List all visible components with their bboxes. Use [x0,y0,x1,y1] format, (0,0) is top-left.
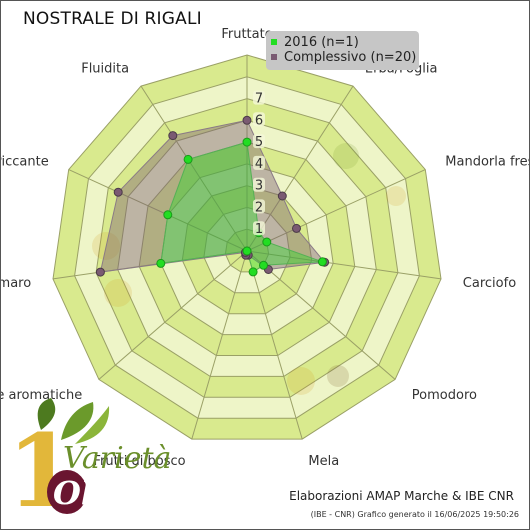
grid-spoke-5 [246,250,303,440]
series-1-point-2 [292,223,301,233]
tick-label-7: 7 [255,92,263,107]
axis-label-3: Carciofo [463,276,516,291]
series-0-point-3 [317,257,327,267]
tick-label-1: 1 [255,222,263,237]
series-0-point-8 [156,258,166,268]
axis-label-8: Amaro [1,276,31,291]
series-0-point-5 [248,267,258,277]
axis-label-4: Pomodoro [412,388,477,403]
series-0-point-0 [242,137,252,147]
tick-label-4: 4 [255,157,263,172]
legend-swatch-2016 [271,38,277,45]
series-1-point-1 [277,191,287,201]
tick-labels: 1 2 3 4 5 6 7 [253,90,265,237]
axis-label-0: Fruttato [221,27,272,42]
tick-label-bg-4 [253,155,265,170]
axis-label-2: Mandorla fresca [445,154,529,169]
series-0-point-4 [259,260,268,270]
series-1-point-9 [113,187,123,197]
legend-swatch-complessivo [271,53,277,60]
tick-label-bg-3 [253,177,265,192]
legend-label-complessivo: Complessivo (n=20) [284,50,417,65]
tick-label-bg-5 [253,134,265,149]
axis-label-7: Erbe aromatiche [1,388,82,403]
series-1-point-10 [168,131,178,141]
grid-spoke-6 [191,250,248,440]
grid-spoke-7 [98,250,248,380]
tick-label-bg-7 [253,90,265,105]
axis-label-6: Frutti di bosco [93,454,185,469]
legend-item-2016: 2016 (n=1) [271,35,359,51]
grid-spoke-3 [246,250,442,280]
axis-labels: FruttatoErba/FogliaMandorla frescaCarcio… [1,27,529,469]
series-0-point-7 [242,246,252,256]
legend-label-2016: 2016 (n=1) [284,35,359,50]
series-1-point-0 [242,115,252,125]
tick-label-bg-6 [253,112,265,127]
axis-label-9: Piccante [1,154,49,169]
tick-label-2: 2 [255,200,263,215]
grid-spoke-10 [140,85,248,252]
series-layer [95,115,330,277]
series-0-point-9 [163,210,173,220]
series-0-point-2 [262,237,272,247]
varieta-olio-logo: 1 Varietà Olio [7,398,171,526]
grid-spoke-9 [68,169,248,252]
legend: 2016 (n=1) Complessivo (n=20) [266,31,419,70]
logo-olio-text: Olio [53,474,127,512]
logo-varieta-text: Varietà [63,441,171,476]
chart-title: NOSTRALE DI RIGALI [23,9,202,29]
grid-spoke-2 [246,169,426,252]
axis-label-5: Mela [308,454,339,469]
axis-label-10: Fluidita [81,62,129,77]
tick-label-bg-2 [253,199,265,214]
footer-credit: Elaborazioni AMAP Marche & IBE CNR [289,489,514,503]
tick-label-6: 6 [255,113,263,128]
logo-olive-shape [47,470,87,514]
tick-label-5: 5 [255,135,263,150]
tick-label-bg-1 [253,221,265,236]
legend-item-complessivo: Complessivo (n=20) [271,50,416,66]
footer-generated: (IBE - CNR) Grafico generato il 16/06/20… [310,510,519,519]
tick-label-3: 3 [255,179,263,194]
series-1-point-8 [95,267,105,277]
series-0-point-10 [183,154,193,164]
